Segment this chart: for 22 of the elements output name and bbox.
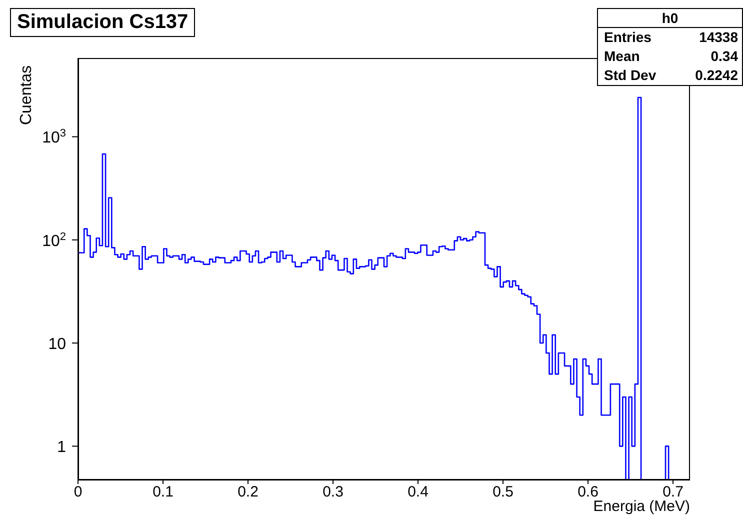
- y-tick-label: 10$^{2}$: [42, 230, 66, 250]
- x-tick-label: 0.2: [238, 484, 258, 501]
- annotation: Mean: [604, 48, 640, 64]
- chart-title: Simulacion Cs137: [10, 8, 196, 37]
- x-axis-title: Energia (MeV): [593, 498, 690, 515]
- x-tick-label: 0: [74, 484, 82, 501]
- y-tick-label: 10$^{3}$: [42, 128, 66, 147]
- x-tick-label: 0.5: [492, 484, 514, 501]
- y-tick-label: 10: [48, 336, 66, 354]
- x-tick-label: 0.7: [662, 484, 684, 501]
- text: h0: [598, 9, 742, 28]
- x-tick-label: 0.4: [408, 484, 428, 501]
- x-tick-label: 0.1: [152, 484, 174, 501]
- annotation: Std Dev: [604, 67, 656, 83]
- text: 0.34: [710, 48, 738, 64]
- text: 0.2242: [695, 67, 738, 83]
- x-tick-label: 0.3: [322, 484, 344, 501]
- text: 14338: [699, 29, 738, 45]
- x-tick-label: 0.6: [578, 484, 598, 501]
- text: Entries: [604, 29, 652, 45]
- y-axis-title: Cuentas: [18, 65, 36, 125]
- y-tick-label: 1: [57, 439, 66, 456]
